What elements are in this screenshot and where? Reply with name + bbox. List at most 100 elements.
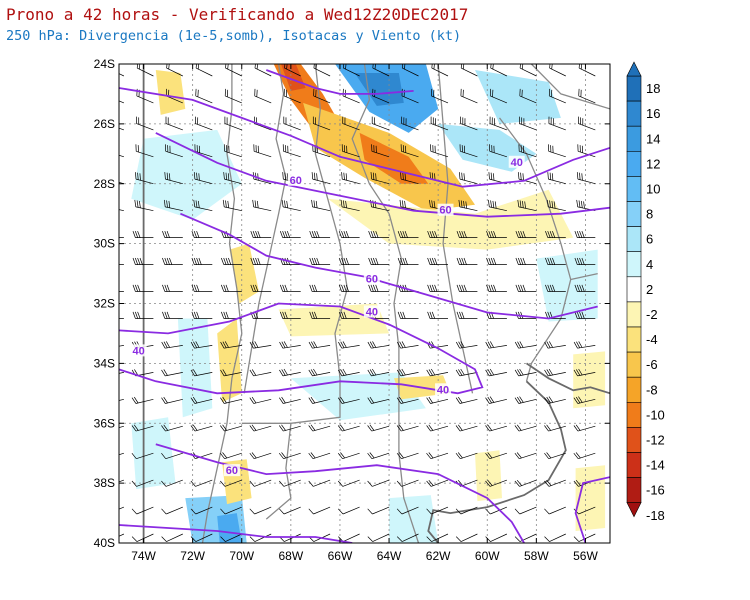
barb-feather — [396, 369, 402, 377]
barb-feather — [227, 200, 230, 208]
barb-feather — [485, 480, 491, 487]
barb-feather — [108, 312, 110, 319]
barb-shaft — [312, 452, 331, 460]
wind-barb — [190, 424, 213, 432]
wind-barb — [459, 144, 478, 158]
barb-shaft — [253, 452, 272, 460]
barb-feather — [337, 369, 343, 377]
wind-barb — [426, 479, 449, 487]
wind-barbs — [108, 64, 596, 542]
divergence-patch — [475, 70, 561, 124]
isotach-line — [119, 524, 353, 543]
barb-shaft — [224, 506, 242, 515]
wind-barb — [119, 398, 124, 401]
barb-feather — [110, 201, 111, 208]
wind-barb — [284, 64, 301, 77]
barb-feather — [370, 230, 374, 238]
barb-feather — [485, 341, 490, 349]
barb-feather — [515, 257, 519, 265]
barb-feather — [220, 311, 225, 319]
wind-barb — [341, 144, 360, 158]
wind-barb — [119, 73, 125, 77]
barb-feather — [493, 173, 495, 181]
wind-barb — [279, 506, 301, 515]
barb-feather — [524, 201, 526, 209]
barb-feather — [311, 230, 315, 238]
wind-barb — [249, 341, 272, 349]
barb-feather — [487, 424, 493, 431]
barb-feather — [426, 480, 432, 487]
barb-feather — [220, 341, 225, 349]
barb-shaft — [137, 67, 154, 77]
barb-shaft — [371, 372, 390, 377]
barb-shaft — [119, 398, 124, 401]
barb-feather — [545, 257, 549, 265]
barb-feather — [223, 172, 225, 180]
barb-feather — [340, 199, 343, 207]
barb-feather — [162, 230, 166, 238]
barb-feather — [579, 172, 581, 180]
barb-feather — [196, 311, 200, 319]
barb-feather — [190, 397, 196, 404]
barb-feather — [573, 397, 579, 404]
barb-feather — [396, 452, 402, 459]
barb-shaft — [195, 533, 213, 542]
barb-shaft — [254, 123, 272, 131]
barb-feather — [431, 230, 436, 238]
barb-feather — [190, 508, 196, 515]
border-line — [388, 213, 420, 543]
barb-feather — [225, 64, 227, 69]
wind-barb — [279, 284, 301, 292]
barb-shaft — [283, 150, 301, 158]
barb-feather — [340, 341, 345, 349]
wind-barb — [574, 311, 596, 319]
wind-barb — [191, 311, 213, 319]
barb-feather — [426, 369, 431, 377]
barb-feather — [166, 200, 168, 208]
lat-tick-label: 40S — [94, 536, 115, 550]
barb-shaft — [401, 425, 419, 432]
barb-feather — [431, 64, 433, 69]
barb-shaft — [194, 206, 213, 212]
colorbar-arrow-top — [626, 61, 642, 77]
barb-feather — [551, 64, 553, 70]
barb-feather — [401, 341, 406, 348]
wind-barb — [455, 396, 478, 404]
barb-feather — [459, 257, 463, 265]
barb-feather — [250, 284, 254, 292]
barb-shaft — [518, 372, 537, 377]
barb-feather — [162, 257, 166, 265]
colorbar-label: 10 — [646, 181, 660, 196]
barb-feather — [573, 425, 579, 432]
colorbar-label: -16 — [646, 483, 665, 498]
barb-shaft — [430, 345, 449, 349]
barb-feather — [345, 64, 347, 70]
barb-shaft — [254, 95, 272, 104]
wind-barb — [573, 396, 596, 404]
barb-feather — [463, 230, 467, 238]
barb-feather — [279, 341, 284, 349]
isotach-line — [119, 87, 610, 188]
barb-shaft — [166, 533, 183, 542]
barb-shaft — [224, 123, 242, 131]
barb-feather — [191, 257, 195, 265]
barb-feather — [161, 480, 167, 487]
divergence-patch — [217, 318, 242, 403]
barb-shaft — [119, 425, 124, 428]
barb-feather — [493, 284, 497, 292]
barb-feather — [522, 173, 524, 181]
barb-feather — [396, 536, 403, 542]
barb-shaft — [549, 67, 566, 77]
border-line — [530, 64, 610, 110]
wind-barb — [456, 284, 478, 292]
barb-feather — [220, 397, 225, 404]
barb-feather — [281, 369, 286, 376]
barb-shaft — [459, 398, 478, 404]
barb-feather — [162, 284, 166, 292]
wind-barb — [544, 424, 566, 432]
wind-barb — [195, 64, 213, 77]
divergence-patch — [573, 351, 606, 409]
barb-shaft — [490, 67, 508, 77]
colorbar-label: -2 — [646, 307, 658, 322]
wind-barb — [337, 396, 360, 404]
